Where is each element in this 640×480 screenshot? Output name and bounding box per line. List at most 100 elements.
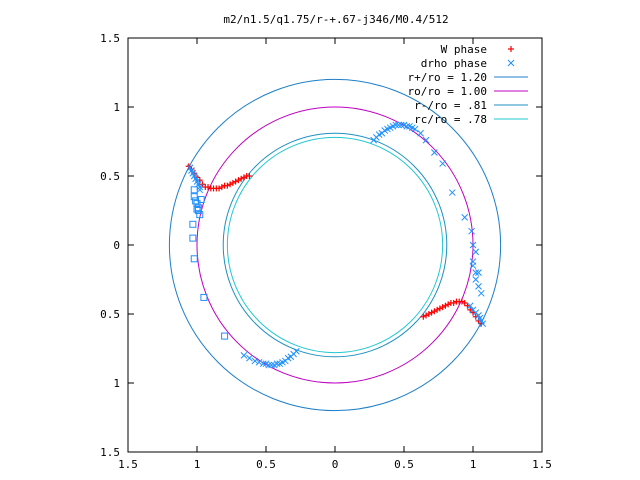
data-point bbox=[227, 181, 234, 188]
data-point bbox=[431, 149, 438, 156]
data-point bbox=[477, 289, 485, 297]
data-point bbox=[423, 312, 430, 319]
legend-label: rc/ro = .78 bbox=[414, 113, 487, 126]
data-point bbox=[448, 189, 456, 196]
data-point bbox=[475, 269, 482, 276]
data-point bbox=[190, 255, 198, 263]
data-point bbox=[246, 354, 253, 362]
data-point bbox=[224, 182, 231, 189]
data-point bbox=[268, 361, 275, 369]
data-point bbox=[196, 186, 204, 194]
data-point bbox=[439, 304, 446, 311]
x-tick-label: 1.5 bbox=[118, 458, 138, 471]
data-point bbox=[205, 184, 212, 191]
data-point bbox=[190, 193, 198, 201]
data-point bbox=[422, 136, 430, 144]
data-point bbox=[196, 211, 204, 219]
data-point bbox=[445, 301, 452, 308]
reference-circles bbox=[168, 78, 502, 412]
data-point bbox=[197, 195, 205, 203]
y-tick-label: 1.5 bbox=[100, 446, 120, 459]
data-point bbox=[472, 276, 480, 283]
data-point bbox=[428, 309, 435, 316]
data-point bbox=[461, 299, 468, 306]
data-point bbox=[439, 160, 446, 167]
data-point bbox=[475, 283, 482, 290]
y-tick-label: 1.5 bbox=[100, 32, 120, 45]
chart-title: m2/n1.5/q1.75/r-+.67-j346/M0.4/512 bbox=[223, 13, 448, 26]
legend-marker-sample bbox=[508, 46, 514, 52]
data-point bbox=[194, 207, 202, 214]
legend-label: drho phase bbox=[421, 57, 487, 70]
data-point bbox=[411, 125, 419, 133]
data-point bbox=[453, 298, 460, 305]
data-point bbox=[470, 309, 476, 316]
data-markers bbox=[185, 121, 487, 369]
circle-ro-ro-1-00 bbox=[196, 106, 474, 384]
y-tick-label: 0.5 bbox=[100, 170, 120, 183]
data-point bbox=[229, 179, 236, 186]
data-point bbox=[466, 302, 474, 310]
x-tick-label: 1 bbox=[470, 458, 477, 471]
data-point bbox=[447, 299, 454, 306]
y-tick-label: 1 bbox=[113, 377, 120, 390]
data-point bbox=[189, 220, 197, 228]
data-point bbox=[200, 293, 208, 301]
legend-label: r+/ro = 1.20 bbox=[408, 71, 487, 84]
data-point bbox=[417, 129, 424, 137]
data-point bbox=[270, 361, 278, 369]
legend-marker-sample bbox=[507, 59, 515, 67]
y-tick-label: 0.5 bbox=[100, 308, 120, 321]
x-tick-label: 1 bbox=[194, 458, 201, 471]
data-point bbox=[420, 313, 427, 320]
y-axis-ticks: 1.5 1 0.5 0 0.5 1 1.5 bbox=[100, 32, 542, 459]
circle-r-ro-81 bbox=[222, 132, 448, 358]
data-point bbox=[479, 320, 487, 328]
data-point bbox=[189, 234, 197, 242]
data-point bbox=[221, 332, 229, 340]
data-point bbox=[442, 302, 449, 309]
data-point bbox=[246, 173, 253, 179]
circle-r-ro-1-20 bbox=[168, 78, 502, 412]
data-point bbox=[216, 185, 223, 192]
data-point bbox=[436, 305, 443, 312]
data-point bbox=[472, 248, 480, 256]
data-point bbox=[276, 360, 284, 368]
y-tick-label: 1 bbox=[113, 101, 120, 114]
series-drho-phase bbox=[186, 121, 487, 369]
data-point bbox=[218, 184, 225, 191]
data-point bbox=[468, 227, 475, 235]
data-point bbox=[259, 360, 267, 368]
data-point bbox=[262, 360, 270, 368]
series-drho-phase-squares bbox=[189, 186, 229, 340]
data-point bbox=[467, 306, 474, 313]
data-point bbox=[240, 174, 247, 181]
x-tick-label: 1.5 bbox=[532, 458, 552, 471]
data-point bbox=[232, 178, 239, 185]
data-point bbox=[397, 121, 405, 129]
data-point bbox=[434, 306, 441, 313]
data-point bbox=[464, 302, 471, 309]
data-point bbox=[392, 121, 400, 129]
data-point bbox=[196, 183, 204, 191]
data-point bbox=[425, 311, 432, 317]
x-tick-label: 0 bbox=[332, 458, 339, 471]
data-point bbox=[431, 308, 438, 315]
y-tick-label: 0 bbox=[113, 239, 120, 252]
data-point bbox=[235, 177, 242, 184]
x-axis-ticks: 1.5 1 0.5 0 0.5 1 1.5 bbox=[118, 38, 552, 471]
data-point bbox=[469, 262, 477, 270]
data-point bbox=[255, 358, 263, 366]
data-point bbox=[240, 352, 248, 359]
legend-label: r-/ro = .81 bbox=[414, 99, 487, 112]
legend-label: W phase bbox=[441, 43, 487, 56]
series-w-phase bbox=[185, 163, 485, 327]
data-point bbox=[395, 121, 402, 129]
data-point bbox=[251, 357, 259, 365]
data-point bbox=[469, 241, 477, 249]
data-point bbox=[403, 122, 411, 130]
legend-label: ro/ro = 1.00 bbox=[408, 85, 487, 98]
x-tick-label: 0.5 bbox=[256, 458, 276, 471]
